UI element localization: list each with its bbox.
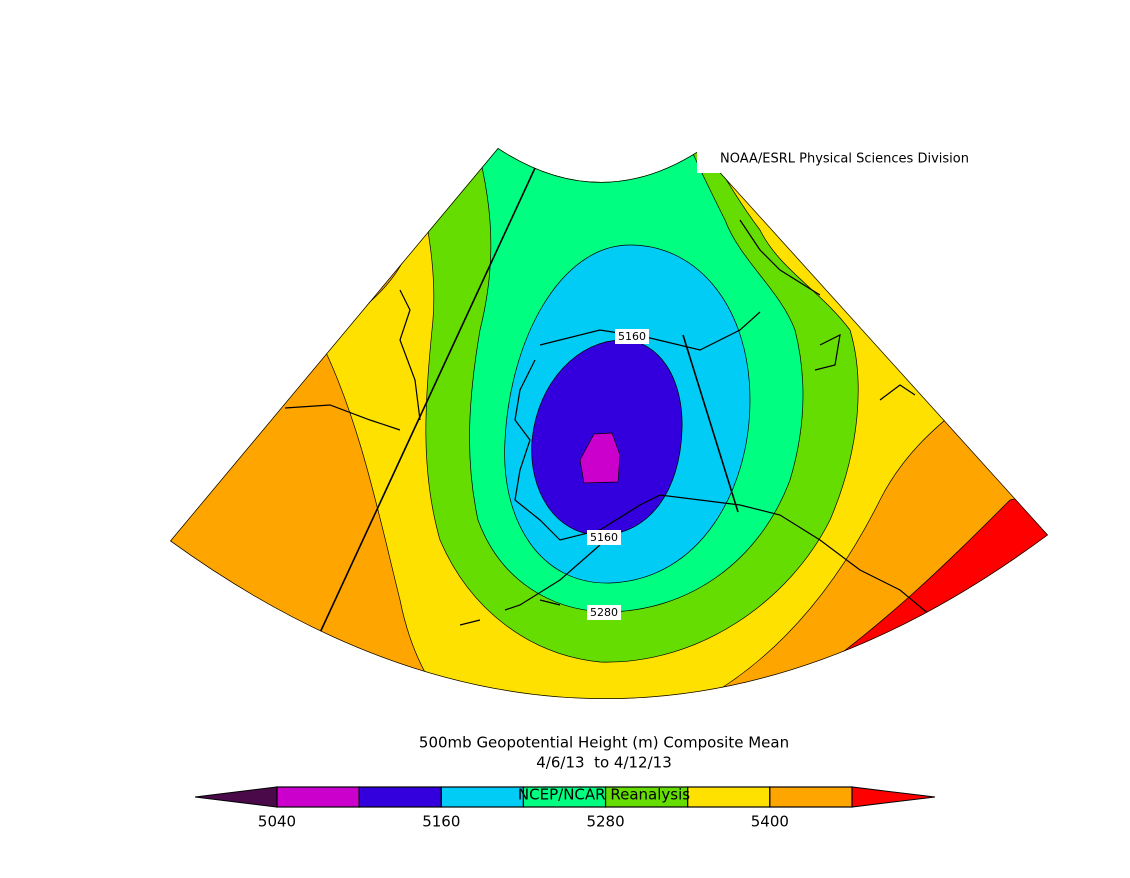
meridian — [317, 167, 536, 638]
colorbar-box — [358, 786, 442, 808]
map — [170, 148, 1048, 700]
sector-outline — [170, 148, 1048, 700]
colorbar-under — [194, 786, 278, 808]
meridian — [682, 334, 739, 513]
contour-label: 5160 — [590, 531, 618, 544]
colorbar-box — [440, 786, 525, 808]
title: 500mb Geopotential Height (m) Composite … — [419, 734, 789, 752]
contour-label: 5280 — [590, 606, 618, 619]
colorbar-tick-label: 5040 — [258, 813, 296, 831]
contour-label-box — [587, 605, 621, 620]
colorbar-box — [769, 786, 853, 808]
colorbar-over — [851, 786, 936, 808]
contour-label-box — [615, 329, 649, 344]
colorbar-tick-label: 5160 — [422, 813, 460, 831]
coastline — [284, 219, 931, 626]
credit-box — [697, 144, 1042, 173]
colorbar: 5040 5160 5280 5400 — [194, 786, 936, 831]
credit: NOAA/ESRL Physical Sciences Division — [720, 152, 969, 167]
source: NCEP/NCAR Reanalysis — [518, 786, 690, 804]
colorbar-box — [276, 786, 360, 808]
subtitle: 4/6/13 to 4/12/13 — [536, 754, 671, 772]
contour-label-box — [587, 530, 621, 545]
colorbar-box — [687, 786, 771, 808]
colorbar-tick-label: 5280 — [586, 813, 624, 831]
region-magenta — [579, 432, 621, 484]
colorbar-tick-label: 5400 — [751, 813, 789, 831]
contour-label: 5160 — [618, 330, 646, 343]
